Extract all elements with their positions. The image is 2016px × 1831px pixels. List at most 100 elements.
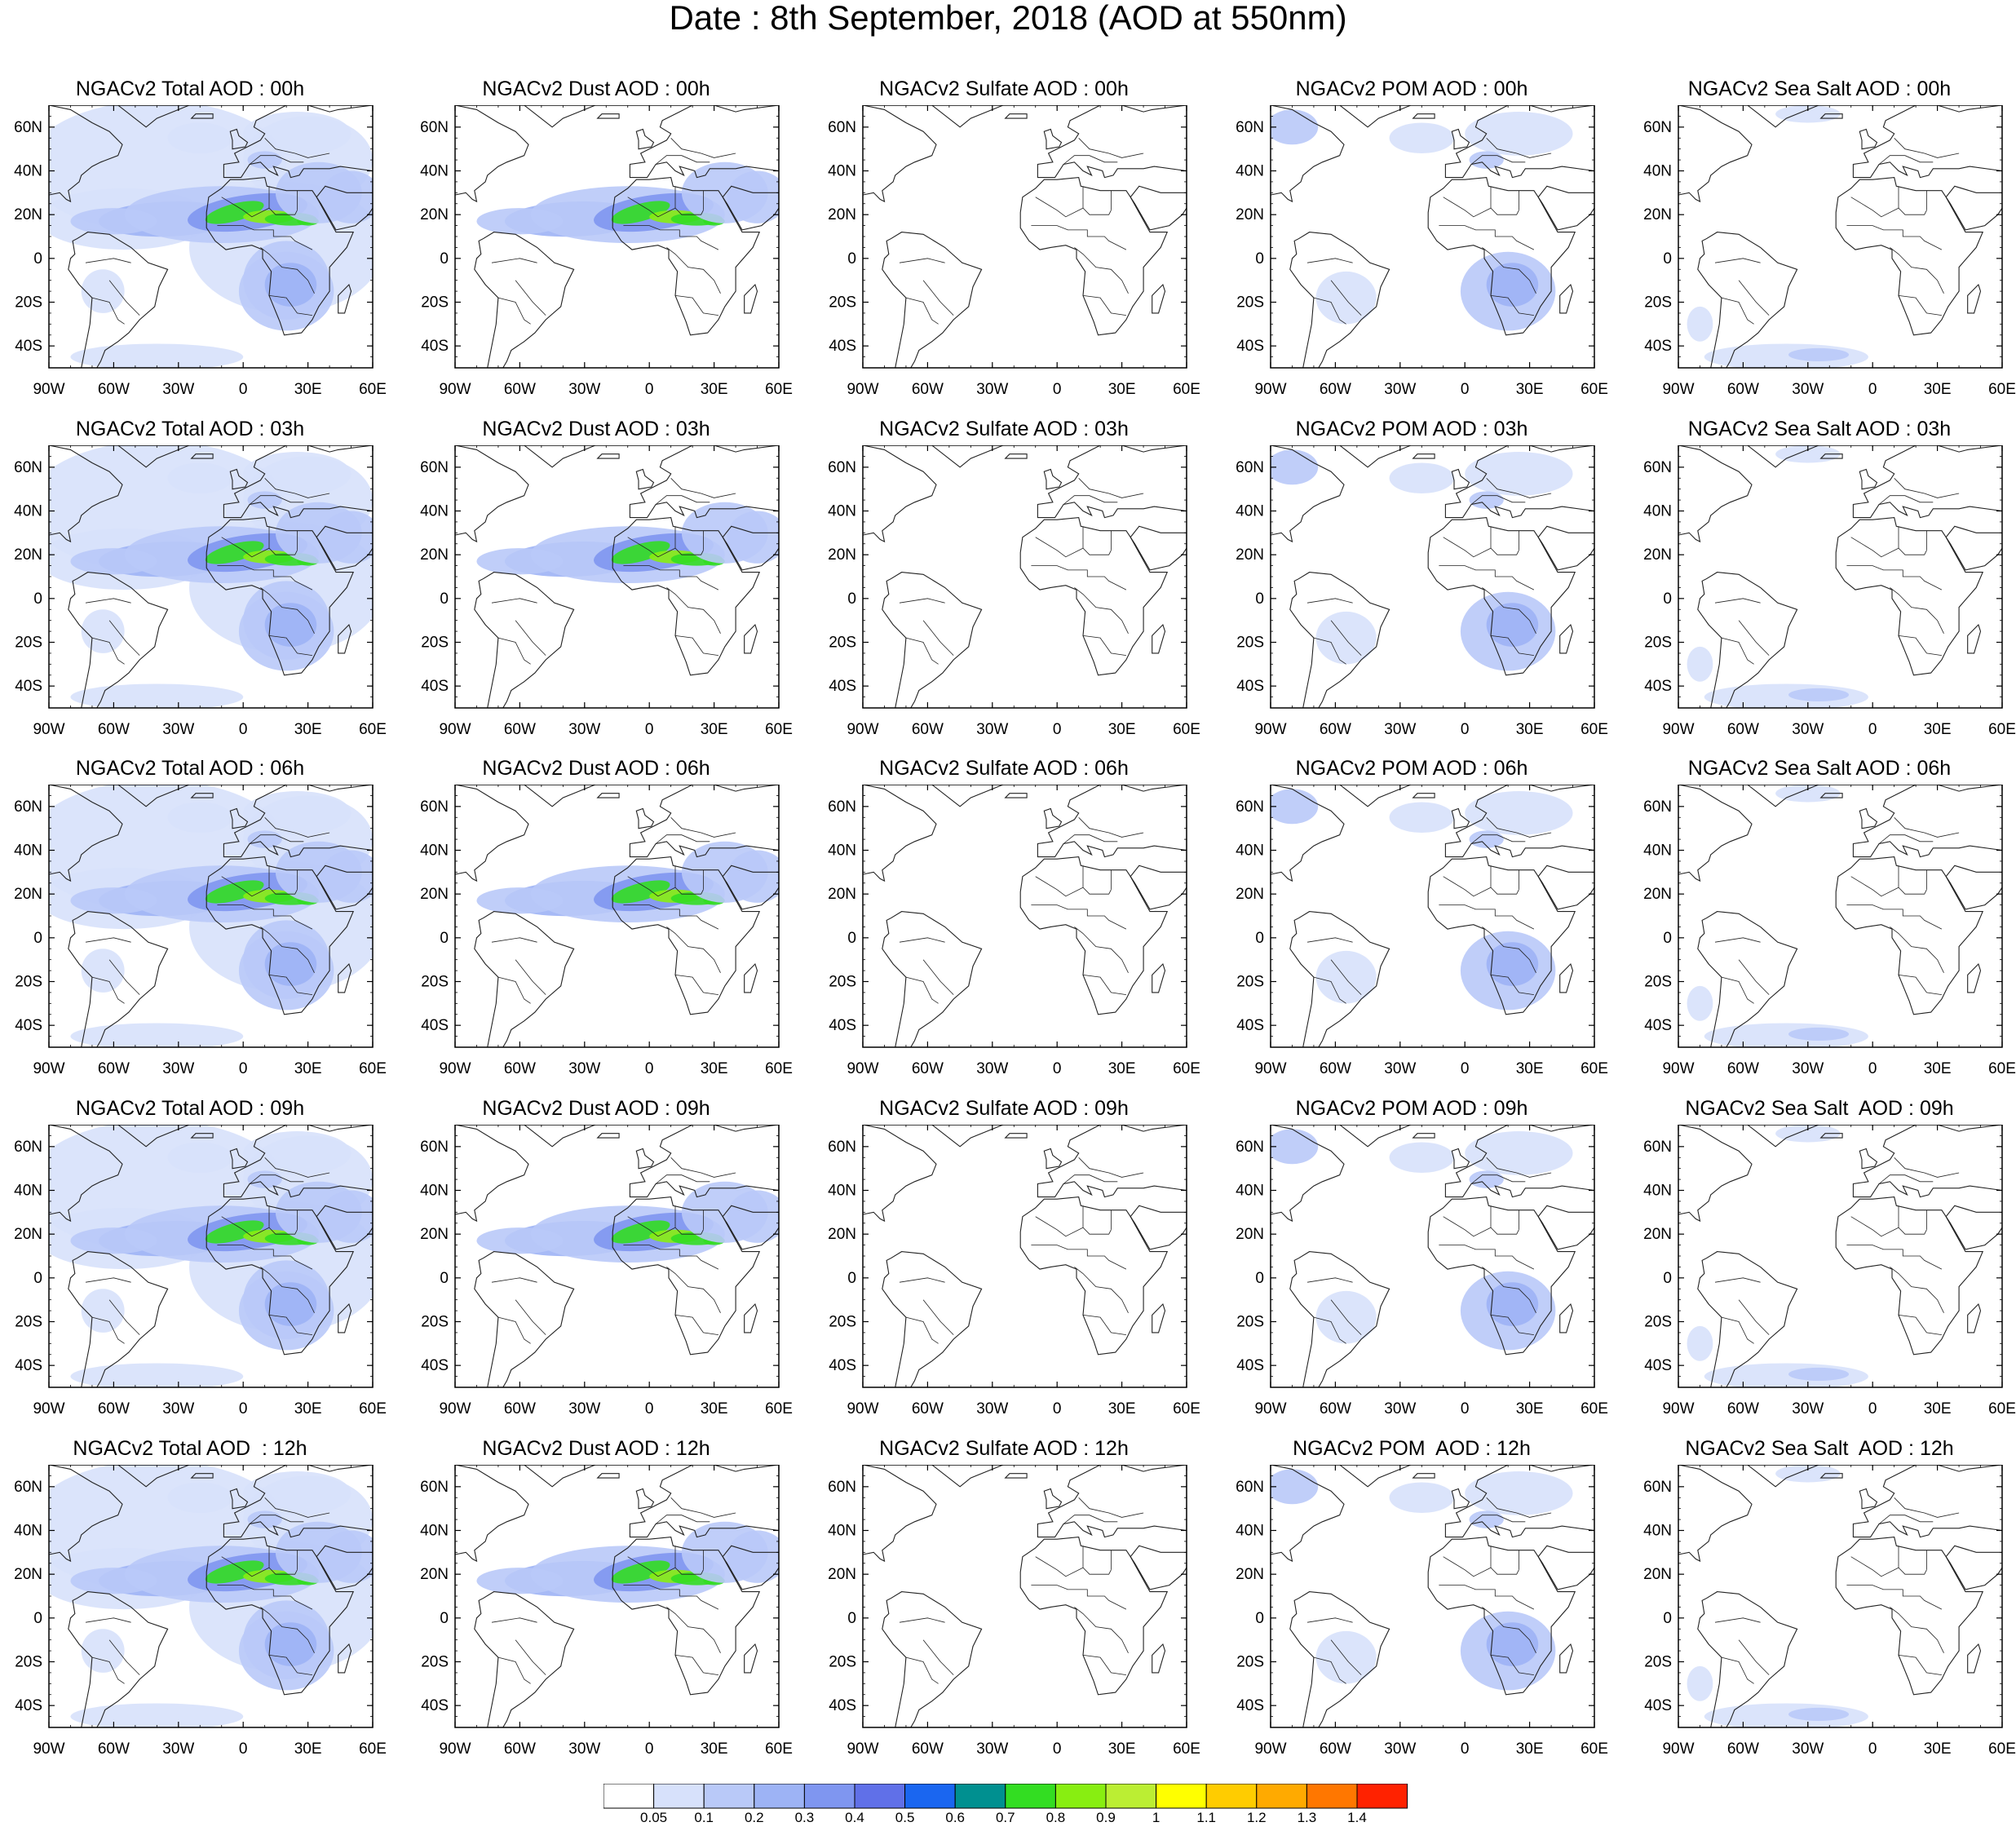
coastlines — [455, 1125, 779, 1387]
aod-patch — [1465, 1131, 1573, 1175]
lat-label: 20N — [1236, 546, 1264, 564]
coastlines — [1271, 1465, 1594, 1727]
lon-label: 30E — [294, 1400, 322, 1417]
coastline-greenland — [1747, 105, 1819, 128]
coastline-samerica — [1697, 232, 1798, 368]
coastline-europe — [223, 1465, 373, 1538]
aod-patch — [205, 880, 264, 904]
country-border — [1330, 1299, 1362, 1335]
lon-label: 90W — [439, 381, 471, 398]
lat-label: 40N — [828, 1523, 856, 1540]
aod-patch — [70, 1703, 244, 1727]
lon-label: 0 — [1053, 1400, 1062, 1417]
lon-label: 60E — [1581, 1060, 1608, 1077]
aod-patch — [264, 603, 317, 647]
country-border — [655, 155, 710, 165]
lat-label: 20N — [14, 206, 42, 223]
lat-label: 40S — [829, 678, 856, 695]
lat-label: 20N — [828, 1566, 856, 1583]
colorbar-label: 1.2 — [1247, 1810, 1267, 1823]
lat-label: 20N — [14, 886, 42, 903]
coastline-samerica — [882, 1591, 983, 1727]
country-border — [1470, 1515, 1526, 1524]
country-border — [1850, 197, 1927, 218]
aod-patch — [1687, 985, 1713, 1021]
coastlines — [1678, 1125, 2002, 1387]
coastline-namerica — [49, 445, 123, 543]
lon-label: 60E — [1988, 1060, 2016, 1077]
lat-label: 40N — [1643, 1523, 1672, 1540]
coastlines — [1678, 105, 2002, 368]
country-border — [91, 637, 125, 665]
lon-label: 30E — [701, 381, 728, 398]
lon-label: 0 — [1868, 721, 1877, 738]
coastline-europe — [1852, 785, 2002, 858]
coastline-madagascar — [338, 623, 352, 654]
aod-patch — [264, 1282, 317, 1326]
lon-label: 60E — [1988, 721, 2016, 738]
coastline-madagascar — [1152, 962, 1166, 993]
coastline-britain — [1451, 128, 1470, 150]
country-border — [1031, 225, 1127, 250]
lon-label: 30E — [1108, 1740, 1136, 1758]
colorbar: 0.05 0.1 0.2 0.3 0.4 0.5 0.6 0.7 0.8 0.9 1 1.1 1.2 1.… — [603, 1784, 1408, 1823]
lat-label: 40N — [420, 163, 449, 180]
map-panel-dust-03h: NGACv2 Dust AOD : 03h 60N 40N 20N 0 20S 40S 90W… — [413, 418, 793, 744]
country-border — [1078, 478, 1144, 498]
aod-field — [1687, 105, 1868, 368]
lon-label: 90W — [33, 1060, 64, 1077]
aod-patch — [321, 1190, 373, 1243]
lat-label: 20N — [1643, 1226, 1672, 1243]
lat-label: 20S — [421, 1314, 449, 1331]
map-plot: 60N 40N 20N 0 20S 40S 90W 60W 30W 0 30E 60E — [828, 445, 1200, 738]
lon-label: 30W — [1384, 1060, 1416, 1077]
coastline-arabia — [1130, 865, 1187, 910]
panel-title: NGACv2 Total AOD : 03h — [75, 418, 305, 440]
country-border — [1714, 937, 1761, 943]
country-border — [1486, 138, 1552, 158]
country-border — [666, 1607, 721, 1653]
lat-label: 20N — [1236, 1566, 1264, 1583]
country-border — [1846, 225, 1943, 250]
lat-label: 20N — [1643, 886, 1672, 903]
lat-label: 40N — [14, 163, 42, 180]
coastline-europe — [1852, 445, 2002, 519]
panel-title: NGACv2 POM AOD : 03h — [1295, 418, 1528, 440]
country-border — [249, 834, 304, 844]
country-border — [91, 1316, 125, 1344]
country-border — [1313, 297, 1346, 325]
coastline-namerica — [863, 785, 937, 882]
lon-label: 30W — [568, 1740, 600, 1758]
aod-patch — [611, 1220, 670, 1244]
lon-label: 30W — [568, 381, 600, 398]
country-border — [1330, 280, 1362, 316]
lat-label: 40S — [15, 1017, 42, 1034]
coastline-arabia — [1945, 185, 2002, 231]
country-border — [1082, 1655, 1126, 1675]
map-panel-pom-09h: NGACv2 POM AOD : 09h 60N 40N 20N 0 20S 40S 90W 6… — [1228, 1097, 1608, 1423]
lon-label: 30W — [1384, 1740, 1416, 1758]
lat-label: 40S — [1236, 1697, 1264, 1714]
country-border — [497, 1316, 531, 1344]
colorbar-label: 1.4 — [1347, 1810, 1367, 1823]
coastline-iceland — [190, 453, 214, 459]
lat-label: 20N — [1643, 1566, 1672, 1583]
lon-label: 60E — [1581, 721, 1608, 738]
country-border — [666, 1267, 721, 1313]
coastline-africa — [612, 856, 761, 1015]
lat-label: 40N — [420, 843, 449, 860]
coastlines — [49, 1125, 373, 1387]
aod-field — [1271, 109, 1573, 331]
lon-label: 90W — [847, 381, 878, 398]
lat-label: 40S — [15, 1697, 42, 1714]
map-background — [1678, 785, 2002, 1047]
country-border — [221, 1216, 298, 1237]
coastline-madagascar — [1559, 623, 1574, 654]
lat-label: 0 — [33, 590, 42, 608]
map-plot: 60N 40N 20N 0 20S 40S 90W 60W 30W 0 30E 60E — [1643, 445, 2016, 738]
coastline-africa — [1427, 856, 1576, 1015]
coastline-greenland — [931, 1465, 1004, 1488]
lon-label: 0 — [1053, 721, 1062, 738]
country-border — [260, 927, 315, 973]
aod-patch — [264, 942, 317, 986]
